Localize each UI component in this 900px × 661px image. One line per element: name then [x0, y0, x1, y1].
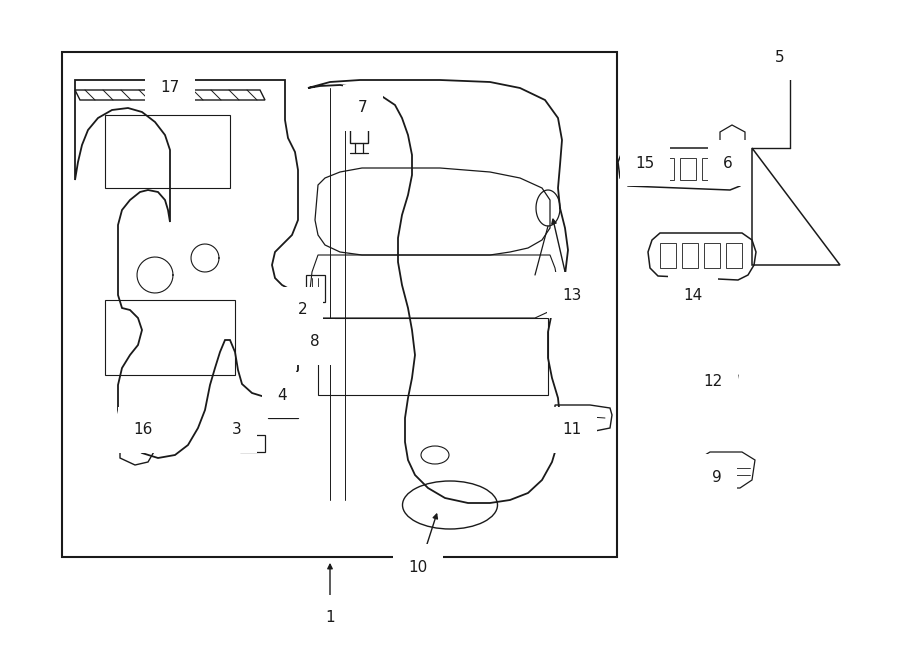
- Text: 2: 2: [298, 303, 308, 317]
- Text: 5: 5: [775, 50, 785, 65]
- Text: 10: 10: [409, 559, 428, 574]
- Text: 17: 17: [160, 81, 180, 95]
- Text: 3: 3: [232, 422, 242, 438]
- Text: 7: 7: [358, 100, 368, 116]
- Text: 8: 8: [310, 334, 320, 350]
- Text: 9: 9: [712, 469, 722, 485]
- Text: 1: 1: [325, 611, 335, 625]
- Text: 12: 12: [704, 375, 723, 389]
- Text: 4: 4: [277, 387, 287, 403]
- Text: 13: 13: [562, 288, 581, 303]
- Bar: [62, 52, 617, 557]
- Text: 14: 14: [683, 288, 703, 303]
- Text: 16: 16: [133, 422, 153, 438]
- Text: 15: 15: [635, 155, 654, 171]
- Text: 6: 6: [723, 155, 733, 171]
- Text: 11: 11: [562, 422, 581, 438]
